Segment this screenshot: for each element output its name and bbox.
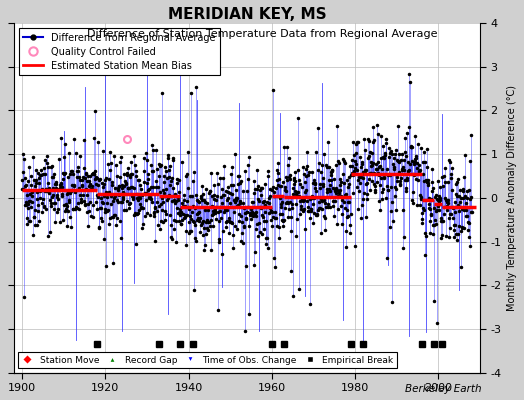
Title: MERIDIAN KEY, MS: MERIDIAN KEY, MS <box>168 7 326 22</box>
Text: Berkeley Earth: Berkeley Earth <box>406 384 482 394</box>
Y-axis label: Monthly Temperature Anomaly Difference (°C): Monthly Temperature Anomaly Difference (… <box>507 85 517 311</box>
Legend: Station Move, Record Gap, Time of Obs. Change, Empirical Break: Station Move, Record Gap, Time of Obs. C… <box>18 352 397 368</box>
Text: Difference of Station Temperature Data from Regional Average: Difference of Station Temperature Data f… <box>87 29 437 39</box>
